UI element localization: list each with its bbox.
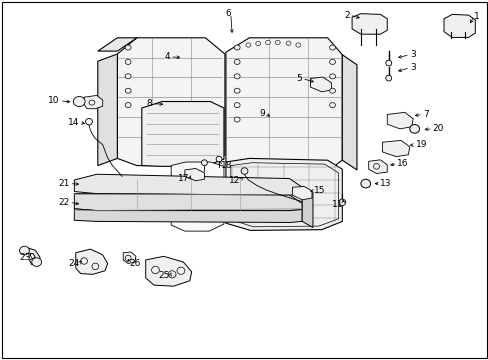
Polygon shape xyxy=(98,54,117,166)
Text: 3: 3 xyxy=(409,50,415,59)
Text: 12: 12 xyxy=(229,176,240,185)
Polygon shape xyxy=(368,160,386,174)
Polygon shape xyxy=(225,38,342,171)
Ellipse shape xyxy=(234,45,240,50)
Ellipse shape xyxy=(125,45,131,50)
Ellipse shape xyxy=(255,41,260,46)
Ellipse shape xyxy=(360,179,370,188)
Polygon shape xyxy=(310,77,331,92)
Polygon shape xyxy=(98,38,137,51)
Text: 24: 24 xyxy=(68,259,79,268)
Ellipse shape xyxy=(89,100,95,105)
Ellipse shape xyxy=(125,88,131,93)
Ellipse shape xyxy=(177,267,184,274)
Ellipse shape xyxy=(265,40,270,45)
Polygon shape xyxy=(84,95,102,109)
Ellipse shape xyxy=(285,41,290,45)
Ellipse shape xyxy=(329,88,335,93)
Text: 9: 9 xyxy=(259,109,264,118)
Ellipse shape xyxy=(125,103,131,108)
Text: 7: 7 xyxy=(422,110,428,119)
Polygon shape xyxy=(74,194,302,211)
Ellipse shape xyxy=(241,168,247,174)
Ellipse shape xyxy=(168,271,176,278)
Ellipse shape xyxy=(216,156,222,162)
Text: 8: 8 xyxy=(146,99,152,108)
Ellipse shape xyxy=(245,43,250,47)
Text: 19: 19 xyxy=(415,140,427,149)
Ellipse shape xyxy=(329,103,335,108)
Polygon shape xyxy=(184,168,204,181)
Text: 21: 21 xyxy=(58,179,69,188)
Text: 1: 1 xyxy=(473,12,479,21)
Ellipse shape xyxy=(32,258,41,266)
Ellipse shape xyxy=(85,118,92,125)
Text: 4: 4 xyxy=(164,53,170,62)
Text: 23: 23 xyxy=(19,253,30,262)
Ellipse shape xyxy=(234,59,240,64)
Polygon shape xyxy=(351,14,386,34)
Ellipse shape xyxy=(234,117,240,122)
Ellipse shape xyxy=(409,125,419,133)
Text: 26: 26 xyxy=(129,259,141,268)
Ellipse shape xyxy=(373,163,379,169)
Text: 11: 11 xyxy=(331,200,343,209)
Polygon shape xyxy=(123,252,136,264)
Polygon shape xyxy=(117,38,224,166)
Ellipse shape xyxy=(20,246,29,255)
Ellipse shape xyxy=(81,258,87,264)
Text: 25: 25 xyxy=(159,271,170,280)
Ellipse shape xyxy=(234,103,240,108)
Polygon shape xyxy=(74,174,302,195)
Polygon shape xyxy=(386,112,412,129)
Polygon shape xyxy=(302,187,312,228)
Text: 6: 6 xyxy=(224,9,230,18)
Ellipse shape xyxy=(234,88,240,93)
Text: 16: 16 xyxy=(396,159,408,168)
Text: 2: 2 xyxy=(343,11,349,20)
Ellipse shape xyxy=(385,60,391,66)
Polygon shape xyxy=(292,186,311,200)
Ellipse shape xyxy=(125,59,131,64)
Text: 14: 14 xyxy=(68,118,79,127)
Ellipse shape xyxy=(73,96,85,107)
Polygon shape xyxy=(342,55,356,170)
Text: 15: 15 xyxy=(313,186,325,195)
Text: 13: 13 xyxy=(380,179,391,188)
Text: 10: 10 xyxy=(48,96,60,105)
Ellipse shape xyxy=(329,59,335,64)
Ellipse shape xyxy=(295,43,300,47)
Ellipse shape xyxy=(125,74,131,79)
Polygon shape xyxy=(443,14,474,37)
Text: 3: 3 xyxy=(409,63,415,72)
Polygon shape xyxy=(142,102,224,166)
Polygon shape xyxy=(382,140,409,157)
Text: 18: 18 xyxy=(221,161,232,170)
Polygon shape xyxy=(145,256,191,286)
Polygon shape xyxy=(171,162,224,231)
Ellipse shape xyxy=(338,199,345,206)
Ellipse shape xyxy=(234,74,240,79)
Ellipse shape xyxy=(125,255,131,261)
Text: 5: 5 xyxy=(296,74,302,83)
Polygon shape xyxy=(74,209,302,222)
Text: 20: 20 xyxy=(432,125,443,134)
Ellipse shape xyxy=(275,40,280,45)
Ellipse shape xyxy=(92,263,99,270)
Polygon shape xyxy=(20,248,40,265)
Ellipse shape xyxy=(201,160,207,166)
Ellipse shape xyxy=(385,75,391,81)
Ellipse shape xyxy=(329,74,335,79)
Polygon shape xyxy=(76,249,107,274)
Polygon shape xyxy=(225,158,342,230)
Ellipse shape xyxy=(151,266,159,274)
Text: 22: 22 xyxy=(58,198,69,207)
Ellipse shape xyxy=(329,45,335,50)
Text: 17: 17 xyxy=(178,174,189,183)
